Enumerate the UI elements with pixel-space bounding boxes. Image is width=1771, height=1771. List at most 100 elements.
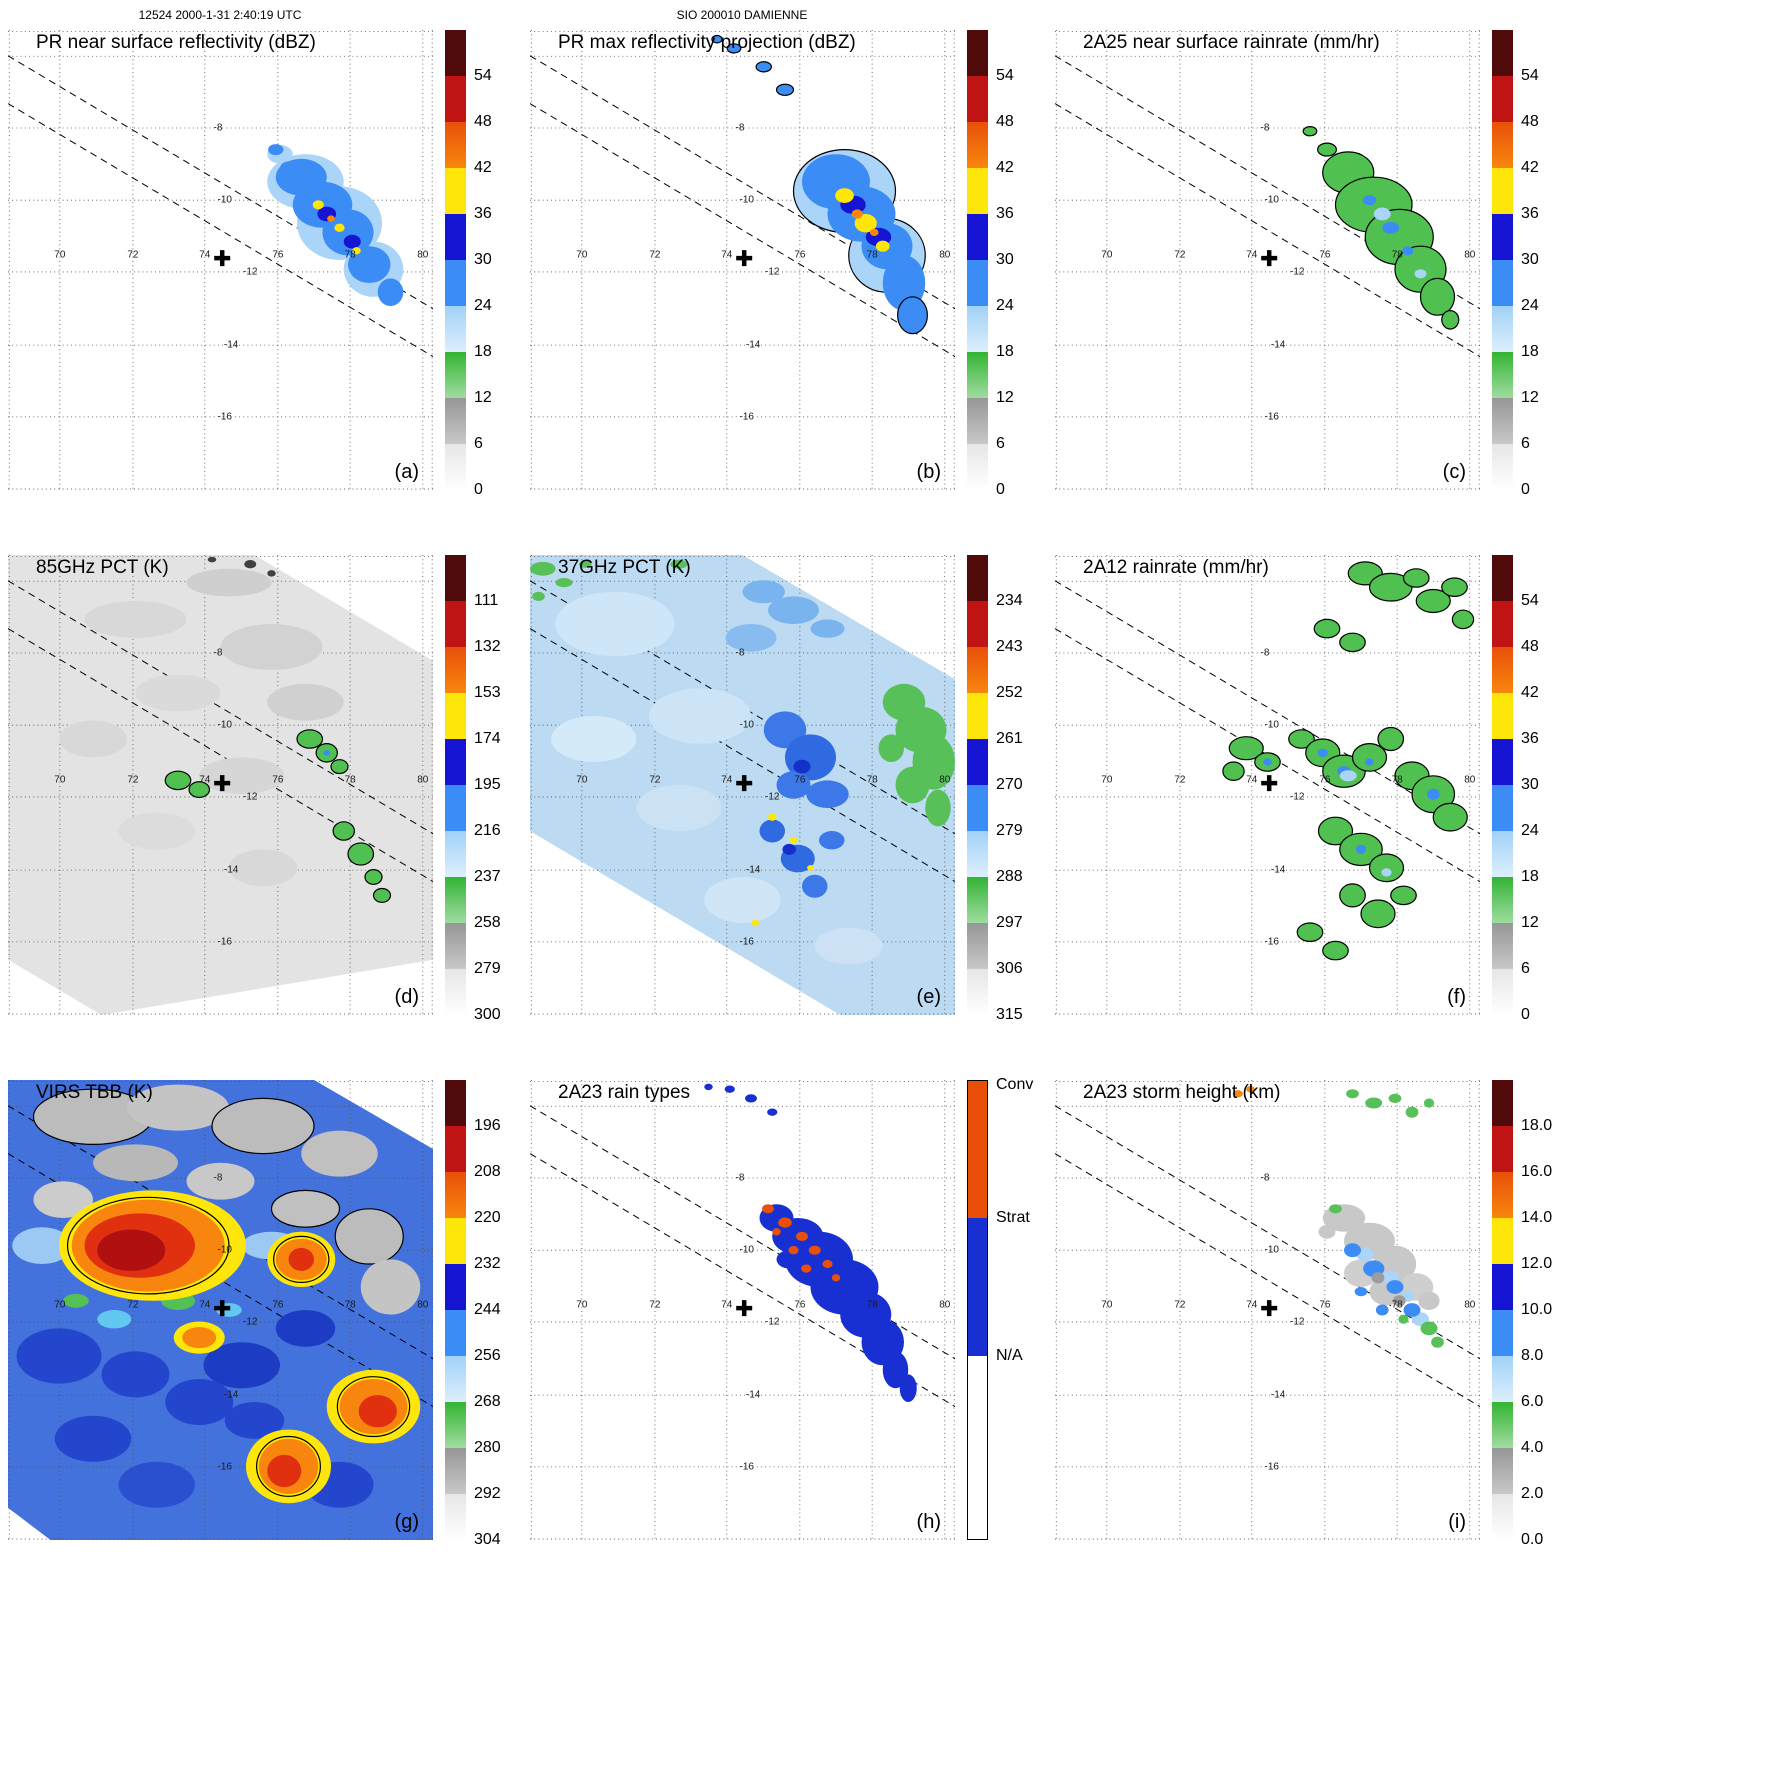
panel-i: 70 72 74 76 78 80 -8 -10 -12 -14 -16 2A23 storm hei… (1055, 1080, 1583, 1548)
lat-label: -8 (735, 122, 745, 134)
map-canvas-d (8, 555, 433, 1015)
lat-label: -14 (1270, 339, 1286, 351)
colorbar-segment (1492, 1126, 1513, 1172)
colorbar-segment (445, 1080, 466, 1126)
colorbar-tick-label: 300 (474, 1006, 501, 1023)
panel-title: 37GHz PCT (K) (558, 557, 691, 578)
colorbar-segment (967, 168, 988, 214)
data-blob (793, 759, 811, 774)
data-blob (1390, 885, 1417, 906)
storm-center-cross-marker (214, 250, 231, 267)
map-canvas-i (1055, 1080, 1480, 1540)
lat-label: -14 (745, 864, 761, 876)
lon-label: 74 (721, 1299, 733, 1311)
data-blob (343, 234, 361, 249)
panel-letter: (g) (394, 1511, 419, 1533)
lon-label: 74 (199, 249, 211, 261)
colorbar-segment (1492, 1356, 1513, 1402)
lon-label: 80 (939, 1299, 951, 1311)
data-blob (1441, 309, 1460, 330)
colorbar-tick-label: 244 (474, 1301, 501, 1318)
data-blob (819, 831, 845, 850)
colorbar-segment (445, 76, 466, 122)
data-blob (33, 1181, 93, 1218)
lon-label: 74 (199, 1299, 211, 1311)
colorbar-tick-label: 42 (1521, 159, 1539, 176)
colorbar-segment (1492, 122, 1513, 168)
colorbar-tick-label: 18.0 (1521, 1117, 1553, 1134)
data-blob (267, 1454, 302, 1488)
colorbar-tick-label: 30 (996, 251, 1014, 268)
colorbar-segment (1492, 1494, 1513, 1540)
swath-edge-line (1055, 103, 1480, 358)
lat-label: -8 (213, 647, 223, 659)
colorbar-tick-label: 2.0 (1521, 1485, 1544, 1502)
colorbar-scale (1492, 1080, 1513, 1540)
data-blob (775, 83, 795, 96)
lat-label: -10 (1264, 719, 1279, 731)
data-blob (778, 1217, 792, 1228)
lon-label: 72 (127, 1299, 139, 1311)
colorbar-tick-label: Strat (996, 1209, 1030, 1226)
data-blob (377, 278, 404, 306)
colorbar-tick-label: 6 (996, 435, 1005, 452)
data-blob (1365, 1097, 1383, 1109)
colorbar-d: 111 132 153 174 195 216 237 258 279 300 (445, 555, 535, 1023)
data-blob (530, 561, 556, 576)
data-blob (207, 556, 217, 563)
lat-label: -14 (745, 1389, 761, 1401)
colorbar-segment (967, 352, 988, 398)
data-blob (1405, 1106, 1419, 1118)
colorbar-tick-label: 12 (474, 389, 492, 406)
lon-label: 78 (866, 1299, 878, 1311)
data-blob (897, 296, 928, 335)
data-blob (352, 247, 361, 255)
data-blob (97, 1310, 132, 1329)
lon-label: 74 (1246, 774, 1258, 786)
colorbar-segment (967, 306, 988, 352)
data-blob (776, 771, 811, 799)
swath-edge-line (530, 1105, 955, 1360)
lon-label: 78 (1391, 1299, 1403, 1311)
map-h: 70 72 74 76 78 80 -8 -10 -12 -14 -16 2A23 rain type… (530, 1080, 955, 1540)
data-blob (1402, 568, 1430, 588)
map-g: 70 72 74 76 78 80 -8 -10 -12 -14 -16 VIRS TBB (K) (g… (8, 1080, 433, 1540)
lon-label: 78 (344, 249, 356, 261)
lon-label: 72 (1174, 1299, 1186, 1311)
colorbar-scale (445, 1080, 466, 1540)
lat-label: -16 (739, 411, 754, 423)
swath-edge-line (1055, 580, 1480, 835)
colorbar-tick-label: 279 (996, 822, 1023, 839)
colorbar-tick-label: 18 (996, 343, 1014, 360)
data-blob (704, 877, 781, 923)
colorbar-segment (445, 1494, 466, 1540)
lat-label: -16 (739, 1461, 754, 1473)
map-canvas-e (530, 555, 955, 1015)
colorbar-tick-label: 297 (996, 914, 1023, 931)
panel-title: 2A12 rainrate (mm/hr) (1083, 557, 1269, 578)
colorbar-segment (445, 398, 466, 444)
lat-label: -16 (217, 1461, 232, 1473)
panel-f: 70 72 74 76 78 80 -8 -10 -12 -14 -16 2A12 rainrate … (1055, 555, 1583, 1023)
storm-center-cross-marker (1261, 775, 1278, 792)
colorbar-tick-label: 6 (1521, 960, 1530, 977)
colorbar-segment (967, 877, 988, 923)
data-blob (875, 240, 890, 252)
colorbar-segment (445, 122, 466, 168)
colorbar-scale (1492, 30, 1513, 490)
colorbar-tick-label: 195 (474, 776, 501, 793)
data-blob (851, 209, 863, 219)
data-blob (776, 1250, 802, 1269)
data-blob (1351, 742, 1388, 772)
data-blob (332, 821, 355, 841)
panel-letter: (b) (916, 461, 941, 483)
colorbar-tick-label: 153 (474, 684, 501, 701)
data-blob (782, 843, 797, 855)
data-blob (835, 188, 854, 203)
lat-label: -12 (243, 1316, 258, 1328)
colorbar-tick-label: 42 (474, 159, 492, 176)
data-blob (1346, 1089, 1359, 1099)
data-blob (296, 729, 324, 749)
colorbar-segment (445, 1264, 466, 1310)
map-canvas-g (8, 1080, 433, 1540)
